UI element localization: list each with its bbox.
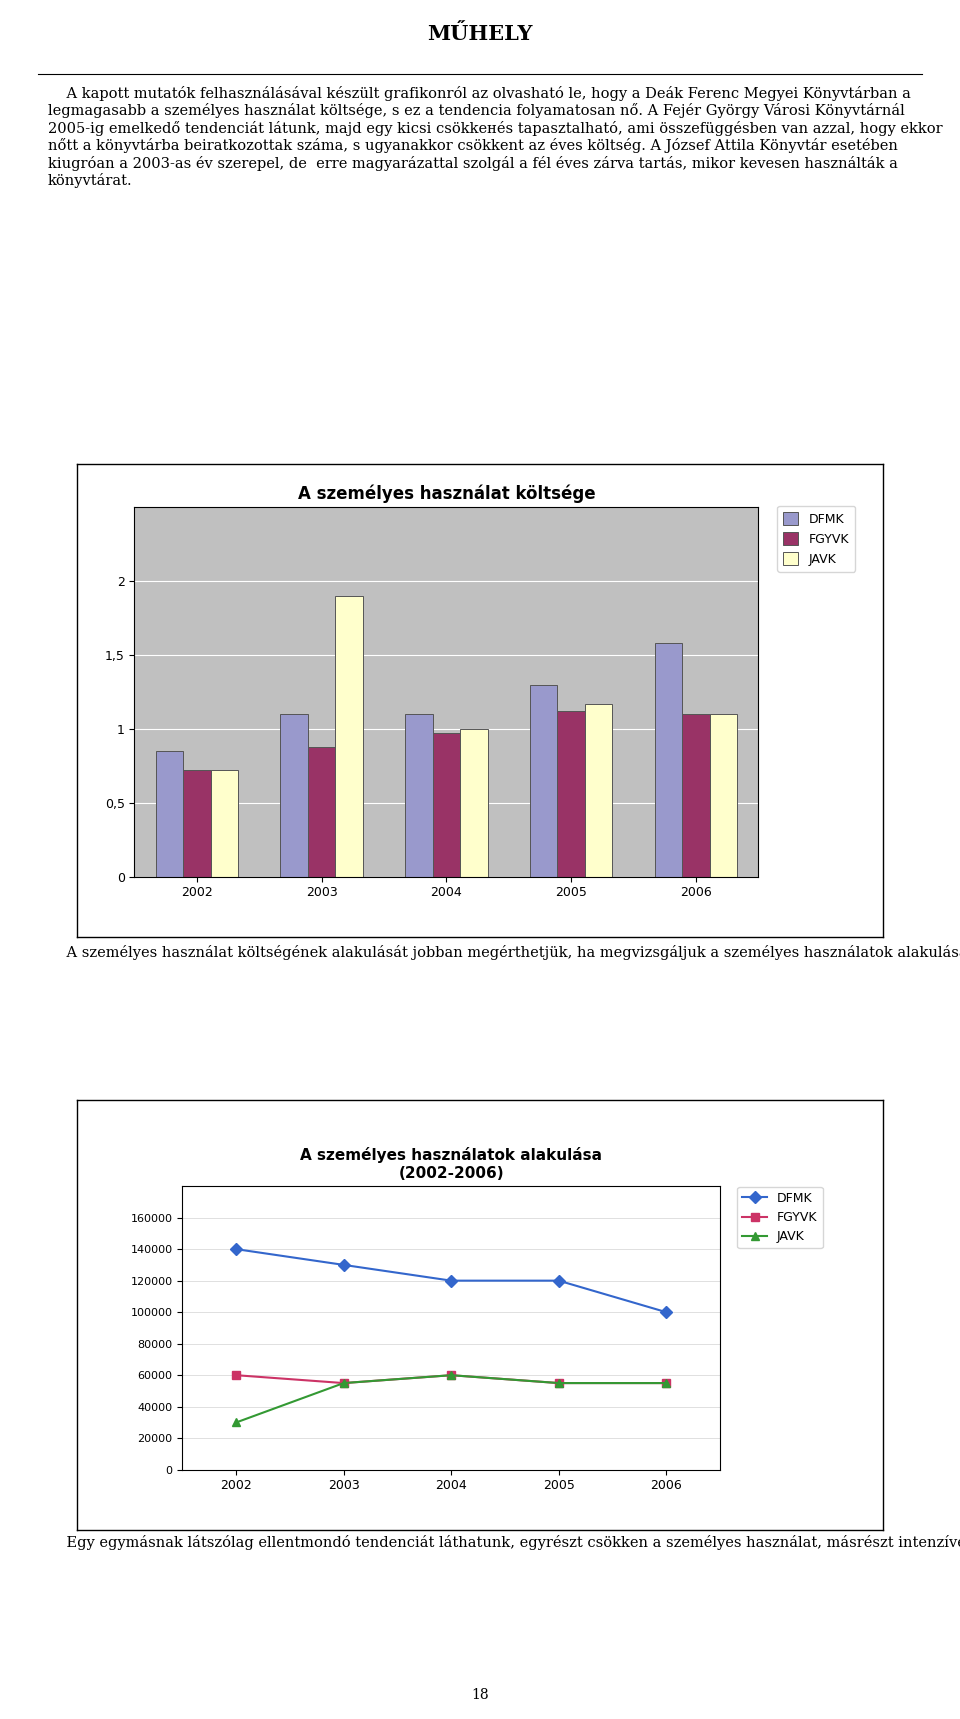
Legend: DFMK, FGYVK, JAVK: DFMK, FGYVK, JAVK xyxy=(737,1186,823,1248)
Text: MŰHELY: MŰHELY xyxy=(427,24,533,45)
Bar xyxy=(655,643,683,877)
Text: A személyes használat költségének alakulását jobban megérthetjük, ha megvizsgálj: A személyes használat költségének alakul… xyxy=(48,945,960,961)
FGYVK xyxy=(660,1373,672,1394)
JAVK xyxy=(445,1365,457,1386)
DFMK xyxy=(553,1270,564,1291)
Line: DFMK: DFMK xyxy=(232,1245,670,1317)
JAVK xyxy=(660,1373,672,1394)
Line: JAVK: JAVK xyxy=(232,1372,670,1427)
Bar xyxy=(308,746,335,877)
Bar xyxy=(335,596,363,877)
JAVK xyxy=(230,1413,242,1434)
Text: A kapott mutatók felhasználásával készült grafikonról az olvasható le, hogy a De: A kapott mutatók felhasználásával készül… xyxy=(48,86,943,187)
DFMK xyxy=(230,1239,242,1260)
FGYVK xyxy=(553,1373,564,1394)
Bar xyxy=(683,713,709,877)
Title: A személyes használatok alakulása
(2002-2006): A személyes használatok alakulása (2002-… xyxy=(300,1147,602,1181)
Bar xyxy=(585,703,612,877)
Text: 18: 18 xyxy=(471,1688,489,1702)
Line: FGYVK: FGYVK xyxy=(232,1372,670,1387)
FGYVK xyxy=(445,1365,457,1386)
JAVK xyxy=(553,1373,564,1394)
FGYVK xyxy=(338,1373,349,1394)
DFMK xyxy=(445,1270,457,1291)
Bar xyxy=(210,770,238,877)
Bar xyxy=(558,712,585,877)
Bar xyxy=(433,734,460,877)
Bar xyxy=(183,770,210,877)
Legend: DFMK, FGYVK, JAVK: DFMK, FGYVK, JAVK xyxy=(778,505,855,572)
Bar xyxy=(709,713,737,877)
DFMK xyxy=(338,1255,349,1275)
JAVK xyxy=(338,1373,349,1394)
Bar xyxy=(280,713,308,877)
Bar xyxy=(460,729,488,877)
Bar xyxy=(156,751,183,877)
Bar xyxy=(530,684,558,877)
Title: A személyes használat költsége: A személyes használat költsége xyxy=(298,485,595,502)
Bar xyxy=(405,713,433,877)
FGYVK xyxy=(230,1365,242,1386)
Text: Egy egymásnak látszólag ellentmondó tendenciát láthatunk, egyrészt csökken a sze: Egy egymásnak látszólag ellentmondó tend… xyxy=(48,1535,960,1551)
DFMK xyxy=(660,1301,672,1322)
